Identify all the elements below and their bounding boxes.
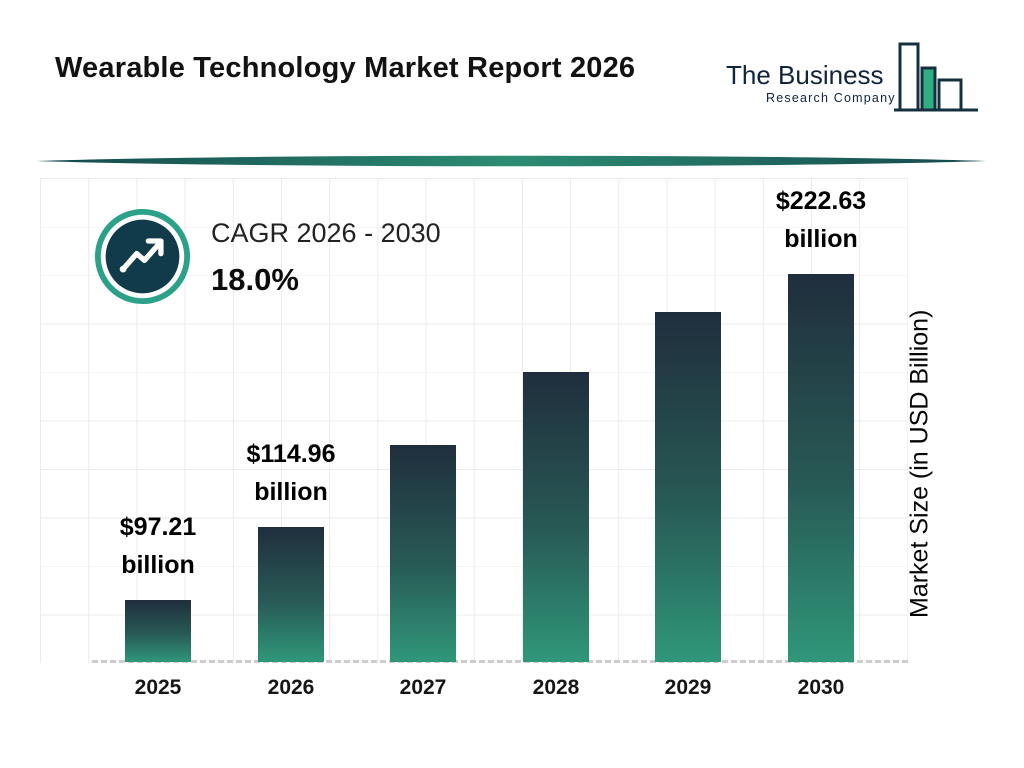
x-axis-dashed-baseline bbox=[92, 660, 908, 663]
x-tick-2030: 2030 bbox=[797, 676, 845, 699]
bar-value-label-2026: $114.96 billion bbox=[201, 435, 381, 511]
x-tick-2025: 2025 bbox=[134, 676, 182, 699]
cagr-period-label: CAGR 2026 - 2030 bbox=[211, 218, 441, 248]
bar-value-label-2030: $222.63 billion bbox=[731, 182, 911, 258]
bar-2029 bbox=[655, 312, 721, 662]
bar-value-unit: billion bbox=[121, 551, 195, 579]
svg-text:Research Company: Research Company bbox=[766, 91, 896, 105]
svg-text:The Business: The Business bbox=[726, 60, 884, 90]
bar-value-label-2025: $97.21 billion bbox=[68, 508, 248, 584]
bar-2025 bbox=[125, 600, 191, 662]
bar-2028 bbox=[523, 372, 589, 662]
bar-2026 bbox=[258, 527, 324, 662]
x-tick-2026: 2026 bbox=[267, 676, 315, 699]
x-tick-2029: 2029 bbox=[664, 676, 712, 699]
bar-2030 bbox=[788, 274, 854, 662]
bar-value-unit: billion bbox=[784, 225, 858, 253]
company-logo: The Business Research Company bbox=[726, 38, 982, 126]
page-title: Wearable Technology Market Report 2026 bbox=[55, 52, 636, 84]
bar-value-amount: $222.63 bbox=[775, 187, 867, 215]
bar-2027 bbox=[390, 445, 456, 662]
divider-swoosh bbox=[36, 150, 986, 172]
bar-value-amount: $114.96 bbox=[246, 440, 336, 468]
bar-chart-logo-icon: The Business Research Company bbox=[726, 42, 978, 112]
bar-value-amount: $97.21 bbox=[119, 513, 197, 541]
y-axis-label: Market Size (in USD Billion) bbox=[905, 309, 934, 619]
bar-value-unit: billion bbox=[254, 478, 328, 506]
trending-up-icon bbox=[94, 208, 191, 305]
cagr-value: 18.0% bbox=[211, 262, 299, 297]
x-tick-2027: 2027 bbox=[399, 676, 447, 699]
x-tick-2028: 2028 bbox=[532, 676, 580, 699]
